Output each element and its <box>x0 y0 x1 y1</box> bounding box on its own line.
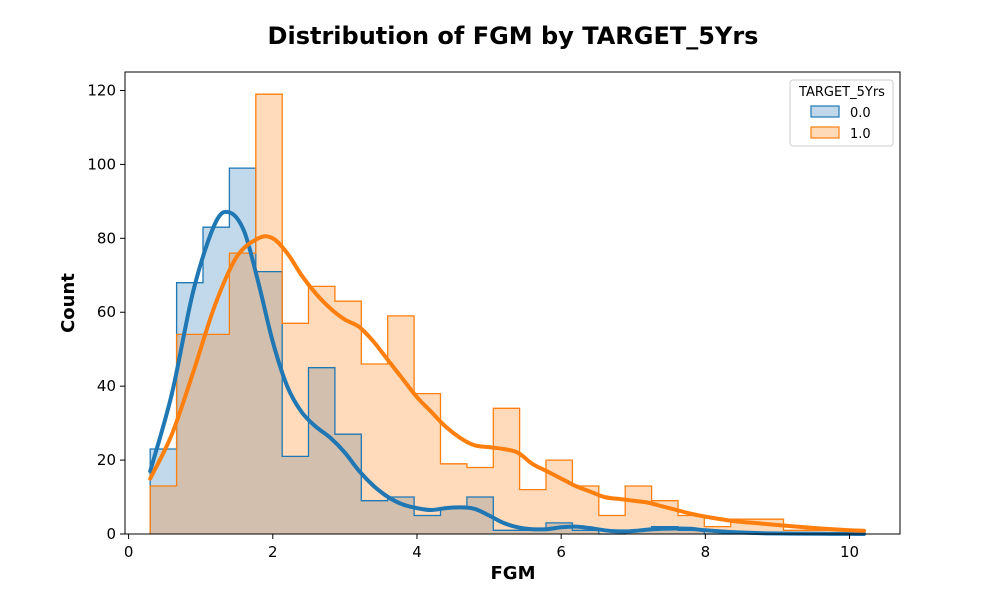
x-tick-label-6: 6 <box>556 543 566 561</box>
legend-swatch-1 <box>810 126 840 139</box>
kde-line-1 <box>148 234 866 533</box>
legend: TARGET_5Yrs 0.0 1.0 <box>789 79 894 147</box>
x-tick-label-2: 2 <box>268 543 278 561</box>
x-tick-label-0: 0 <box>124 543 134 561</box>
legend-label-0: 0.0 <box>850 106 871 121</box>
y-tick-label-80: 80 <box>97 229 116 247</box>
histogram-fill-1 <box>150 94 864 534</box>
x-axis-label: FGM <box>491 563 536 584</box>
kde-line-0 <box>148 209 866 536</box>
x-tick-label-8: 8 <box>701 543 711 561</box>
y-tick-label-120: 120 <box>87 81 116 99</box>
y-tick-label-40: 40 <box>97 377 116 395</box>
plot-frame <box>124 71 901 535</box>
x-tick-label-10: 10 <box>840 543 859 561</box>
histogram-fill-0 <box>150 168 864 534</box>
y-axis: 0 20 40 60 80 100 120 <box>87 81 125 543</box>
plot-area <box>148 93 866 536</box>
x-tick-label-4: 4 <box>412 543 422 561</box>
legend-title: TARGET_5Yrs <box>798 85 885 100</box>
histogram-outline-1 <box>149 93 865 534</box>
y-tick-label-0: 0 <box>106 525 116 543</box>
y-tick-label-100: 100 <box>87 155 116 173</box>
y-tick-label-60: 60 <box>97 303 116 321</box>
legend-swatch-0 <box>810 105 840 118</box>
y-axis-label: Count <box>58 273 79 333</box>
y-tick-label-20: 20 <box>97 451 116 469</box>
x-axis: 0 2 4 6 8 10 <box>124 534 859 561</box>
legend-label-1: 1.0 <box>850 127 871 142</box>
chart-title: Distribution of FGM by TARGET_5Yrs <box>268 22 759 50</box>
